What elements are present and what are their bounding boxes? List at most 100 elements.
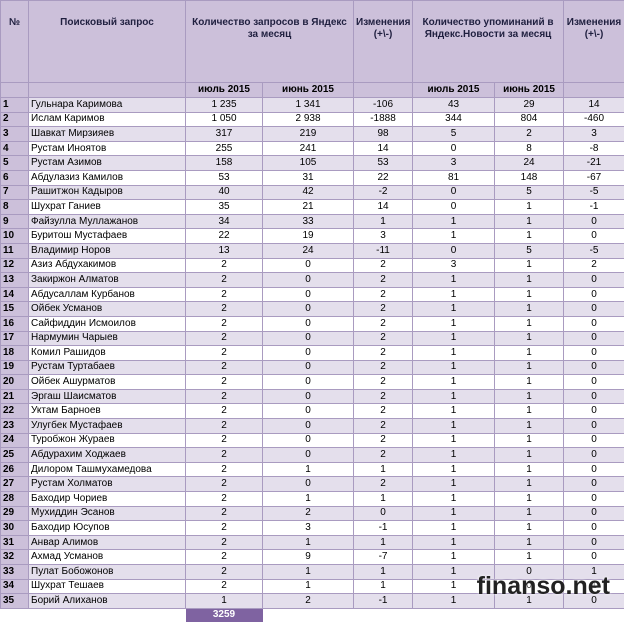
value-cell: 5: [412, 126, 496, 142]
value-cell: 0: [494, 578, 565, 595]
value-cell: 0: [563, 534, 624, 551]
value-cell: 1: [412, 564, 496, 580]
header-cell: Изменения (+\-): [563, 0, 624, 83]
row-number: 9: [0, 213, 29, 230]
value-cell: 1: [494, 534, 565, 551]
row-number: 29: [0, 505, 29, 522]
value-cell: 2: [353, 345, 414, 361]
value-cell: 0: [494, 564, 565, 580]
row-number: 20: [0, 374, 29, 390]
value-cell: 1: [353, 491, 414, 507]
value-cell: 1: [412, 476, 496, 493]
query-cell: Рустам Холматов: [28, 476, 186, 493]
value-cell: 3: [412, 257, 496, 274]
value-cell: 1: [412, 228, 496, 244]
watermark: finanso.net: [476, 572, 610, 600]
value-cell: 1 050: [185, 111, 263, 128]
value-cell: 2: [353, 374, 414, 390]
query-cell: Ойбек Усманов: [28, 301, 186, 317]
row-number: 2: [0, 111, 29, 128]
value-cell: 22: [353, 169, 414, 186]
value-cell: 0: [563, 432, 624, 449]
value-cell: 1: [494, 374, 565, 390]
value-cell: -1: [563, 199, 624, 215]
value-cell: 1: [494, 228, 565, 244]
value-cell: 0: [563, 447, 624, 463]
value-cell: 804: [494, 111, 565, 128]
value-cell: -8: [563, 140, 624, 157]
value-cell: 1: [412, 345, 496, 361]
value-cell: 0: [563, 461, 624, 478]
value-cell: 3: [261, 520, 355, 536]
header-cell: Количество запросов в Яндекс за месяц: [184, 0, 355, 83]
row-number: 28: [0, 491, 29, 507]
month-cell: июль 2015: [412, 82, 496, 98]
value-cell: 0: [261, 403, 355, 420]
row-number: 10: [0, 228, 29, 244]
row-number: 17: [0, 330, 29, 347]
value-cell: 1: [412, 301, 496, 317]
value-cell: 1: [494, 272, 565, 288]
value-cell: 3: [563, 126, 624, 142]
query-cell: Шухрат Тешаев: [28, 578, 186, 595]
value-cell: 2: [185, 257, 263, 274]
value-cell: 2: [353, 272, 414, 288]
value-cell: 0: [261, 286, 355, 303]
value-cell: 34: [185, 213, 263, 230]
query-cell: Ойбек Ашурматов: [28, 374, 186, 390]
value-cell: 2: [185, 447, 263, 463]
value-cell: 1: [412, 461, 496, 478]
value-cell: 1: [494, 315, 565, 332]
value-cell: 1: [563, 578, 624, 595]
value-cell: 0: [261, 388, 355, 405]
row-number: 13: [0, 272, 29, 288]
value-cell: 1: [494, 403, 565, 420]
value-cell: 2: [185, 403, 263, 420]
value-cell: 2: [185, 272, 263, 288]
value-cell: 0: [563, 520, 624, 536]
query-cell: Баходир Чориев: [28, 491, 186, 507]
row-number: 24: [0, 432, 29, 449]
header-cell: Изменения (+\-): [353, 0, 414, 83]
value-cell: 33: [261, 213, 355, 230]
row-number: 23: [0, 418, 29, 434]
value-cell: 1: [261, 461, 355, 478]
value-cell: 1 235: [185, 97, 263, 113]
value-cell: 2: [185, 286, 263, 303]
value-cell: 2: [185, 359, 263, 376]
value-cell: 2: [353, 330, 414, 347]
value-cell: 22: [185, 228, 263, 244]
query-cell: Туробжон Жураев: [28, 432, 186, 449]
row-number: 31: [0, 534, 29, 551]
value-cell: 42: [261, 184, 355, 201]
row-number: 1: [0, 97, 29, 113]
query-cell: Анвар Алимов: [28, 534, 186, 551]
value-cell: 1: [494, 286, 565, 303]
value-cell: 1: [412, 374, 496, 390]
value-cell: 53: [353, 155, 414, 171]
value-cell: 0: [412, 199, 496, 215]
value-cell: 0: [412, 184, 496, 201]
value-cell: 0: [563, 315, 624, 332]
value-cell: -106: [353, 97, 414, 113]
value-cell: 2: [185, 345, 263, 361]
value-cell: 2: [261, 505, 355, 522]
value-cell: 2: [185, 476, 263, 493]
query-cell: Улугбек Мустафаев: [28, 418, 186, 434]
value-cell: 1: [494, 505, 565, 522]
value-cell: 0: [412, 140, 496, 157]
value-cell: 0: [563, 359, 624, 376]
value-cell: 1: [494, 491, 565, 507]
value-cell: 0: [563, 272, 624, 288]
value-cell: 1: [494, 461, 565, 478]
value-cell: 5: [494, 184, 565, 201]
value-cell: 1: [412, 447, 496, 463]
value-cell: 0: [412, 242, 496, 259]
value-cell: 1: [412, 330, 496, 347]
row-number: 14: [0, 286, 29, 303]
row-number: 30: [0, 520, 29, 536]
value-cell: 1 341: [261, 97, 355, 113]
query-cell: Рустам Иноятов: [28, 140, 186, 157]
